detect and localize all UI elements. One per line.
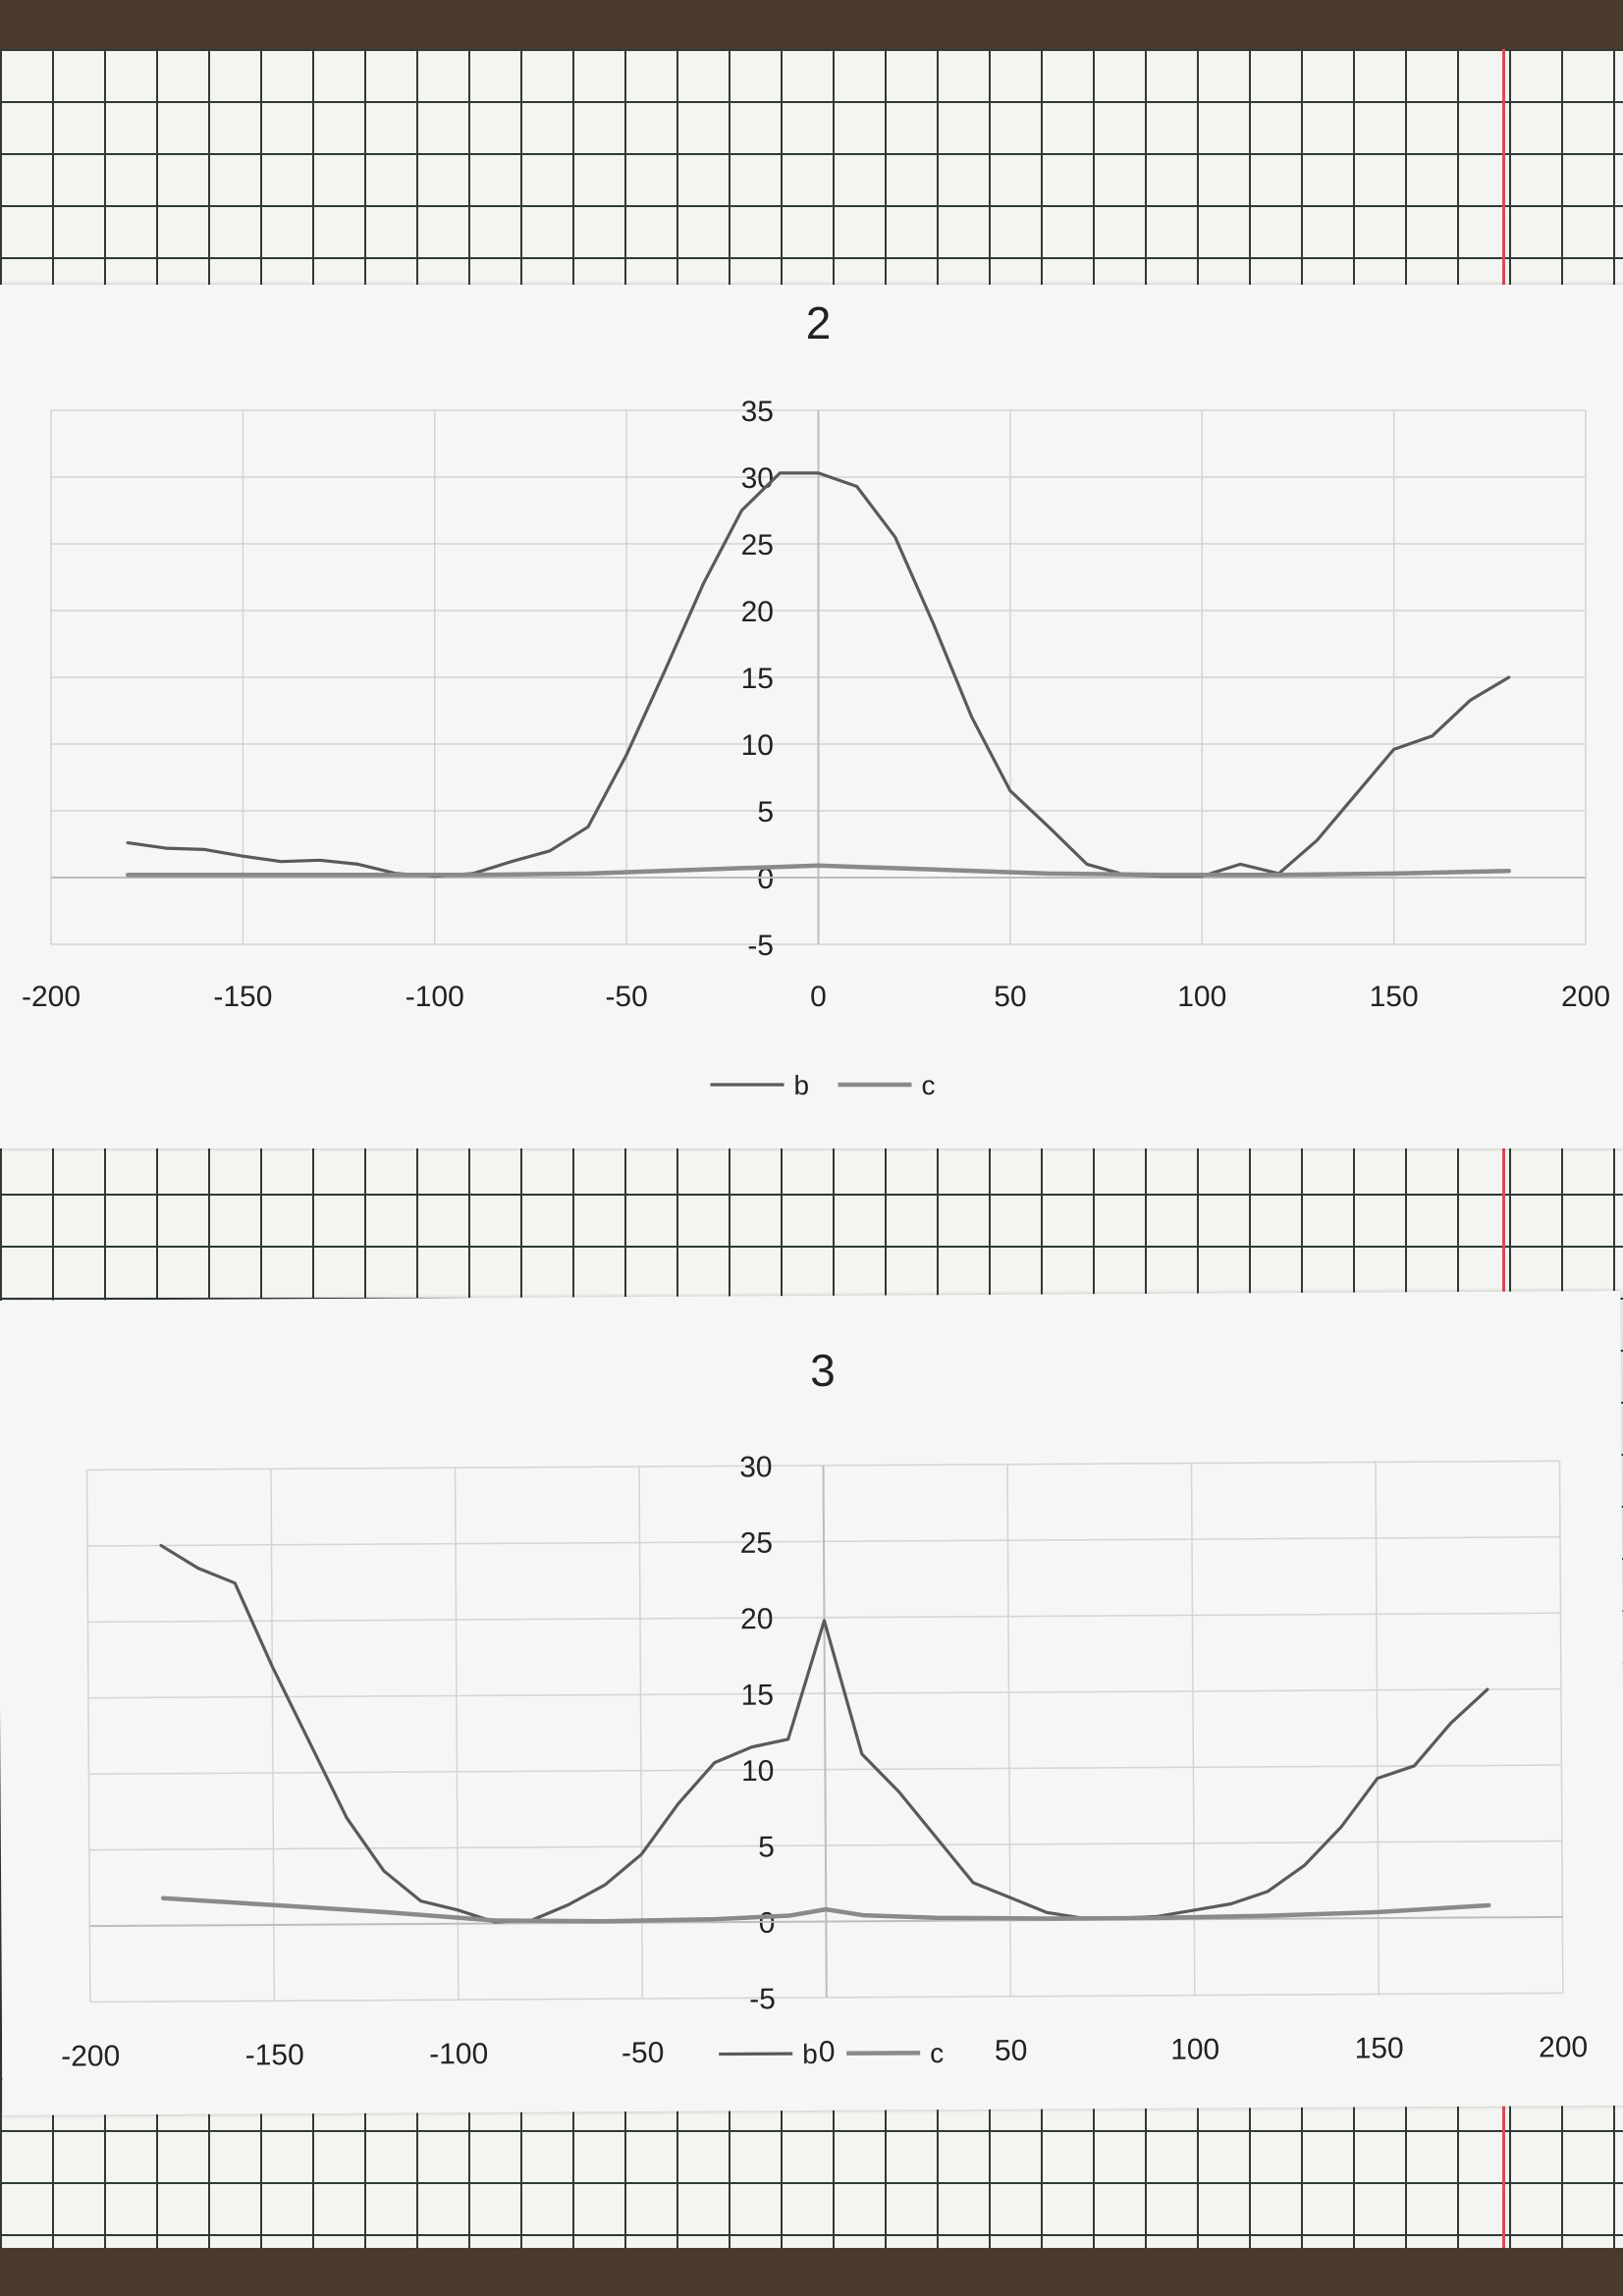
chart-printout-1: 2 -5 0 5 10 15 20 25 30 35 -200 -150 -100 -50 0 50 100 15… <box>0 285 1623 1148</box>
y-gridline <box>86 1460 1560 1471</box>
y-tick-label: 15 <box>740 1680 774 1712</box>
y-tick-label: 25 <box>740 1527 774 1560</box>
x-tick-label: -100 <box>406 981 464 1013</box>
x-tick-label: 150 <box>1370 981 1419 1013</box>
x-tick-label: -100 <box>429 2038 488 2070</box>
x-tick-label: 100 <box>1170 2033 1219 2065</box>
x-tick-label: 50 <box>995 2035 1028 2067</box>
x-gridline <box>270 1468 276 2002</box>
legend-label-c: c <box>930 2038 944 2068</box>
y-tick-label: 10 <box>741 729 774 762</box>
x-tick-label: 200 <box>1561 981 1610 1013</box>
x-tick-label: -200 <box>61 2040 120 2072</box>
legend-label-b: b <box>802 2039 818 2069</box>
x-tick-label: -150 <box>213 981 272 1013</box>
x-tick-label: -50 <box>605 981 647 1013</box>
x-tick-label: -50 <box>622 2037 665 2069</box>
y-tick-label: 0 <box>757 863 774 895</box>
series-line-c <box>160 1896 1491 1924</box>
x-gridline <box>1558 1461 1564 1994</box>
x-tick-label: 150 <box>1355 2032 1404 2064</box>
x-gridline <box>1006 1464 1012 1997</box>
chart-printout-2: 3 -5 0 5 10 15 20 25 30 -200 -150 -100 -50 0 50 100 150 2… <box>0 1290 1623 2116</box>
y-tick-label: 5 <box>758 1831 775 1863</box>
x-tick-label: 0 <box>819 2036 836 2068</box>
y-tick-label: -5 <box>749 1983 776 2015</box>
legend-label-b: b <box>794 1070 810 1100</box>
y-gridline <box>89 1992 1563 2003</box>
x-tick-label: 50 <box>994 981 1026 1013</box>
x-axis-line <box>89 1915 1563 1928</box>
y-tick-label: 15 <box>741 663 774 695</box>
x-gridline <box>85 1469 91 2002</box>
y-tick-label: 20 <box>741 596 774 628</box>
x-gridline <box>1190 1463 1196 1996</box>
x-gridline <box>638 1467 644 2000</box>
chart-title: 2 <box>806 297 832 348</box>
series-line-c <box>125 863 1512 878</box>
y-tick-label: 30 <box>741 462 774 495</box>
y-tick-label: 20 <box>740 1603 774 1635</box>
x-tick-label: 200 <box>1539 2031 1588 2063</box>
x-tick-label: 100 <box>1177 981 1226 1013</box>
y-tick-label: 5 <box>757 796 774 828</box>
legend-label-c: c <box>922 1070 936 1100</box>
notebook-margin-line <box>1502 49 1505 2248</box>
series-line-b <box>159 1543 1489 1924</box>
y-tick-label: 35 <box>741 396 774 428</box>
x-tick-label: -200 <box>22 981 81 1013</box>
chart-title: 3 <box>810 1345 836 1396</box>
x-gridline <box>454 1468 460 2001</box>
y-axis-line <box>822 1465 828 1998</box>
y-tick-label: 0 <box>759 1907 776 1940</box>
x-gridline <box>1375 1462 1380 1995</box>
x-tick-label: -150 <box>245 2039 304 2071</box>
y-tick-label: -5 <box>747 930 774 962</box>
y-tick-label: 10 <box>741 1755 775 1788</box>
y-tick-label: 30 <box>739 1451 773 1483</box>
y-tick-label: 25 <box>741 529 774 561</box>
x-tick-label: 0 <box>810 981 827 1013</box>
